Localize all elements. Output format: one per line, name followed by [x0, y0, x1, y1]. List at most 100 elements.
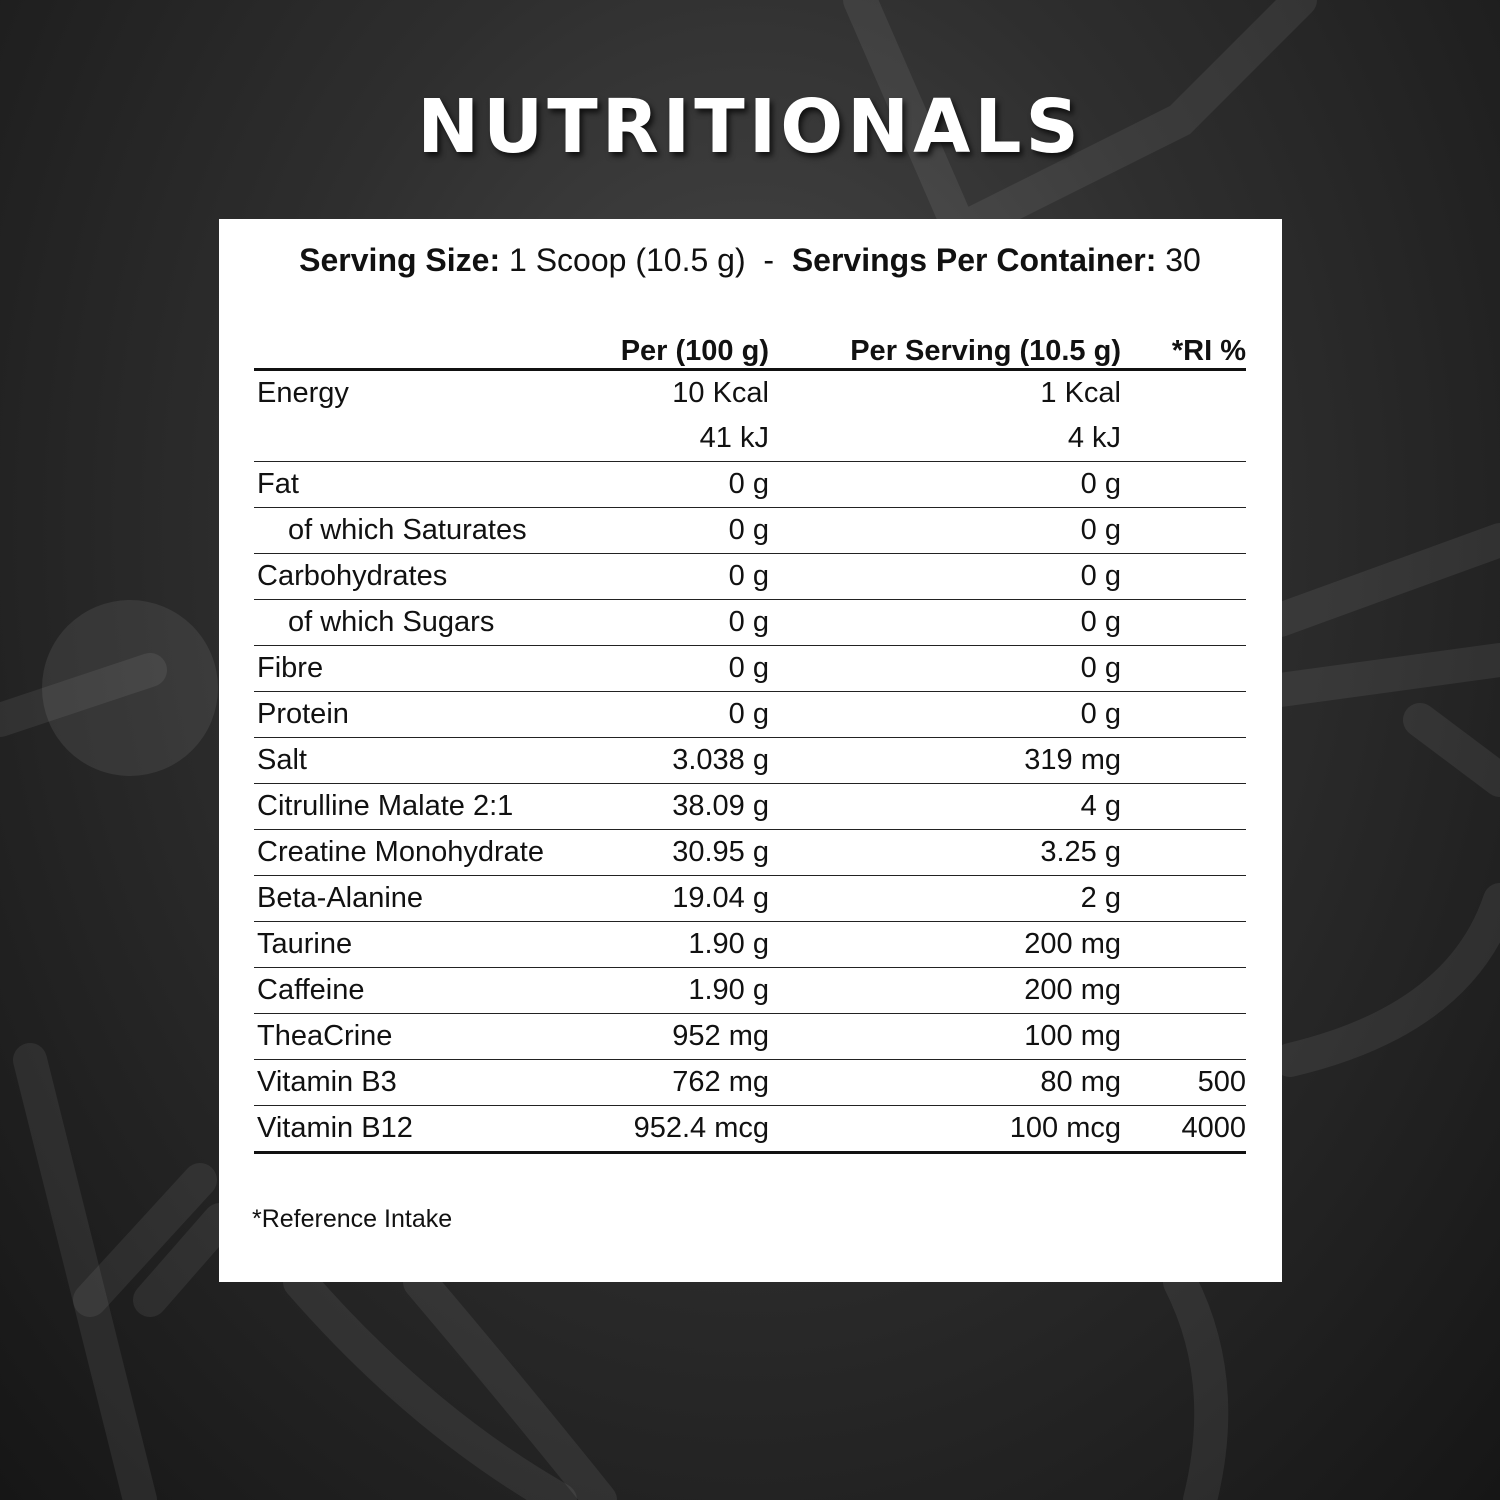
serving-info: Serving Size: 1 Scoop (10.5 g) - Serving…: [0, 238, 1500, 282]
table-header-row: Per (100 g) Per Serving (10.5 g) *RI %: [254, 330, 1246, 371]
per-100g-value: 0 g: [728, 652, 769, 684]
header-ri-percent: *RI %: [1121, 330, 1246, 371]
per-100g-value: 19.04 g: [672, 882, 769, 914]
header-nutrient: [254, 330, 574, 371]
ri-value: [1121, 370, 1246, 417]
ri-value: [1121, 784, 1246, 830]
per-100g-value: 952.4 mcg: [633, 1112, 769, 1144]
nutrient-name: Creatine Monohydrate: [257, 836, 544, 868]
table-row: of which Saturates 0 g 0 g: [254, 508, 1246, 554]
nutrition-panel: [219, 219, 1282, 1282]
per-serving-value: 0 g: [1080, 560, 1121, 592]
ri-value: [1121, 830, 1246, 876]
table-row: of which Sugars 0 g 0 g: [254, 600, 1246, 646]
ri-value: [1121, 416, 1246, 462]
table-row: Carbohydrates 0 g 0 g: [254, 554, 1246, 600]
per-100g-value: 0 g: [728, 560, 769, 592]
per-serving-value: 80 mg: [1040, 1066, 1121, 1098]
per-100g-value: 3.038 g: [672, 744, 769, 776]
per-100g-value: 0 g: [728, 468, 769, 500]
per-serving-value: 100 mcg: [1009, 1112, 1121, 1144]
per-serving-value: 0 g: [1080, 514, 1121, 546]
per-serving-value: 0 g: [1080, 468, 1121, 500]
footnote: *Reference Intake: [252, 1205, 453, 1233]
nutrient-name: Carbohydrates: [257, 560, 448, 592]
ri-value: [1121, 508, 1246, 554]
nutrient-name: Energy: [257, 377, 349, 409]
servings-per-container-value: 30: [1165, 242, 1201, 278]
table-row: Fibre 0 g 0 g: [254, 646, 1246, 692]
page-title: NUTRITIONALS: [417, 84, 1083, 170]
per-100g-value: 41 kJ: [699, 422, 769, 454]
per-serving-value: 100 mg: [1024, 1020, 1121, 1052]
nutrient-name: TheaCrine: [257, 1020, 393, 1052]
table-row: 41 kJ 4 kJ: [254, 416, 1246, 462]
nutrient-name: Taurine: [257, 928, 353, 960]
ri-value: [1121, 922, 1246, 968]
per-serving-value: 0 g: [1080, 698, 1121, 730]
table-row: Taurine 1.90 g 200 mg: [254, 922, 1246, 968]
nutrient-name: [254, 416, 574, 462]
nutrition-table: Per (100 g) Per Serving (10.5 g) *RI % E…: [254, 330, 1246, 1154]
per-100g-value: 38.09 g: [672, 790, 769, 822]
nutrient-name: Vitamin B12: [257, 1112, 413, 1144]
ri-value: [1121, 1014, 1246, 1060]
per-serving-value: 4 kJ: [1067, 422, 1121, 454]
table-row: Energy 10 Kcal 1 Kcal: [254, 370, 1246, 417]
per-100g-value: 762 mg: [672, 1066, 769, 1098]
per-serving-value: 200 mg: [1024, 974, 1121, 1006]
nutrient-name: of which Saturates: [288, 514, 527, 546]
per-serving-value: 319 mg: [1024, 744, 1121, 776]
nutrient-name: Fibre: [257, 652, 324, 684]
nutrient-name: Beta-Alanine: [257, 882, 424, 914]
ri-value: [1121, 554, 1246, 600]
per-100g-value: 0 g: [728, 698, 769, 730]
per-serving-value: 4 g: [1080, 790, 1121, 822]
servings-per-container-label: Servings Per Container:: [791, 242, 1157, 278]
serving-size-value: 1 Scoop (10.5 g): [509, 242, 746, 278]
ri-value: [1121, 600, 1246, 646]
per-100g-value: 0 g: [728, 606, 769, 638]
table-row: Vitamin B3 762 mg 80 mg 500: [254, 1060, 1246, 1106]
per-100g-value: 30.95 g: [672, 836, 769, 868]
per-serving-value: 200 mg: [1024, 928, 1121, 960]
nutrient-name: Protein: [257, 698, 349, 730]
serving-size-label: Serving Size:: [299, 242, 501, 278]
nutrient-name: Salt: [257, 744, 307, 776]
per-serving-value: 3.25 g: [1040, 836, 1121, 868]
serving-separator: -: [763, 242, 775, 278]
ri-value: [1121, 968, 1246, 1014]
per-100g-value: 952 mg: [672, 1020, 769, 1052]
per-serving-value: 0 g: [1080, 652, 1121, 684]
nutrient-name: of which Sugars: [288, 606, 495, 638]
ri-value: [1121, 646, 1246, 692]
table-row: Creatine Monohydrate 30.95 g 3.25 g: [254, 830, 1246, 876]
ri-value: 4000: [1181, 1112, 1246, 1144]
table-row: Citrulline Malate 2:1 38.09 g 4 g: [254, 784, 1246, 830]
table-row: Salt 3.038 g 319 mg: [254, 738, 1246, 784]
per-100g-value: 1.90 g: [688, 974, 769, 1006]
header-per-serving: Per Serving (10.5 g): [769, 330, 1121, 371]
table-row: TheaCrine 952 mg 100 mg: [254, 1014, 1246, 1060]
header-per-100g: Per (100 g): [574, 330, 769, 371]
per-serving-value: 1 Kcal: [1040, 377, 1121, 409]
per-serving-value: 0 g: [1080, 606, 1121, 638]
per-100g-value: 0 g: [728, 514, 769, 546]
table-row: Vitamin B12 952.4 mcg 100 mcg 4000: [254, 1106, 1246, 1153]
ri-value: 500: [1197, 1066, 1246, 1098]
ri-value: [1121, 462, 1246, 508]
table-row: Fat 0 g 0 g: [254, 462, 1246, 508]
nutrient-name: Vitamin B3: [257, 1066, 397, 1098]
per-100g-value: 1.90 g: [688, 928, 769, 960]
ri-value: [1121, 738, 1246, 784]
nutrient-name: Caffeine: [257, 974, 365, 1006]
table-row: Protein 0 g 0 g: [254, 692, 1246, 738]
per-serving-value: 2 g: [1080, 882, 1121, 914]
per-100g-value: 10 Kcal: [672, 377, 769, 409]
ri-value: [1121, 876, 1246, 922]
table-row: Caffeine 1.90 g 200 mg: [254, 968, 1246, 1014]
table-row: Beta-Alanine 19.04 g 2 g: [254, 876, 1246, 922]
ri-value: [1121, 692, 1246, 738]
nutrient-name: Citrulline Malate 2:1: [257, 790, 514, 822]
